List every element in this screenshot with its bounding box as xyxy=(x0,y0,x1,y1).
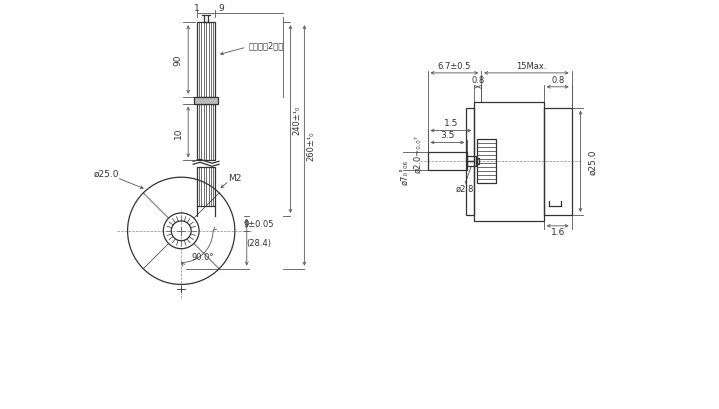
Text: 0.8: 0.8 xyxy=(471,76,485,85)
Bar xyxy=(476,159,479,165)
Text: ø25.0: ø25.0 xyxy=(94,170,119,179)
Text: 10: 10 xyxy=(174,127,183,138)
Text: 15Max.: 15Max. xyxy=(516,62,546,71)
Text: ø2.8: ø2.8 xyxy=(456,184,475,193)
Text: ø25.0: ø25.0 xyxy=(588,149,597,175)
Text: 90: 90 xyxy=(174,55,183,66)
Bar xyxy=(428,153,467,171)
Text: 1.5: 1.5 xyxy=(444,119,458,128)
Bar xyxy=(544,108,572,216)
Text: 260±¹₀: 260±¹₀ xyxy=(306,131,316,161)
Text: M2: M2 xyxy=(229,173,242,182)
Text: 90.0°: 90.0° xyxy=(192,252,214,261)
Text: 热缩管（2个）: 热缩管（2个） xyxy=(249,41,284,50)
Text: 3.5: 3.5 xyxy=(440,130,454,139)
Text: 9±0.05: 9±0.05 xyxy=(244,219,274,228)
Bar xyxy=(197,168,215,207)
Bar xyxy=(197,23,215,97)
Bar xyxy=(477,140,496,184)
Text: 6.7±0.5: 6.7±0.5 xyxy=(438,62,471,71)
Bar xyxy=(475,102,544,221)
Bar xyxy=(197,104,215,161)
Bar xyxy=(467,157,476,167)
Bar xyxy=(467,108,475,162)
Text: 1.6: 1.6 xyxy=(551,228,565,237)
Bar xyxy=(194,97,218,104)
Text: 9: 9 xyxy=(218,4,224,13)
Text: 0.8: 0.8 xyxy=(551,76,564,85)
Text: ø2.0~₀.₀⁷: ø2.0~₀.₀⁷ xyxy=(413,135,422,173)
Text: (28.4): (28.4) xyxy=(246,238,271,247)
Bar xyxy=(467,162,475,216)
Text: ø7₀˚₀₆: ø7₀˚₀₆ xyxy=(401,160,410,184)
Text: 1: 1 xyxy=(194,4,200,13)
Text: 240±¹₀: 240±¹₀ xyxy=(293,105,301,135)
